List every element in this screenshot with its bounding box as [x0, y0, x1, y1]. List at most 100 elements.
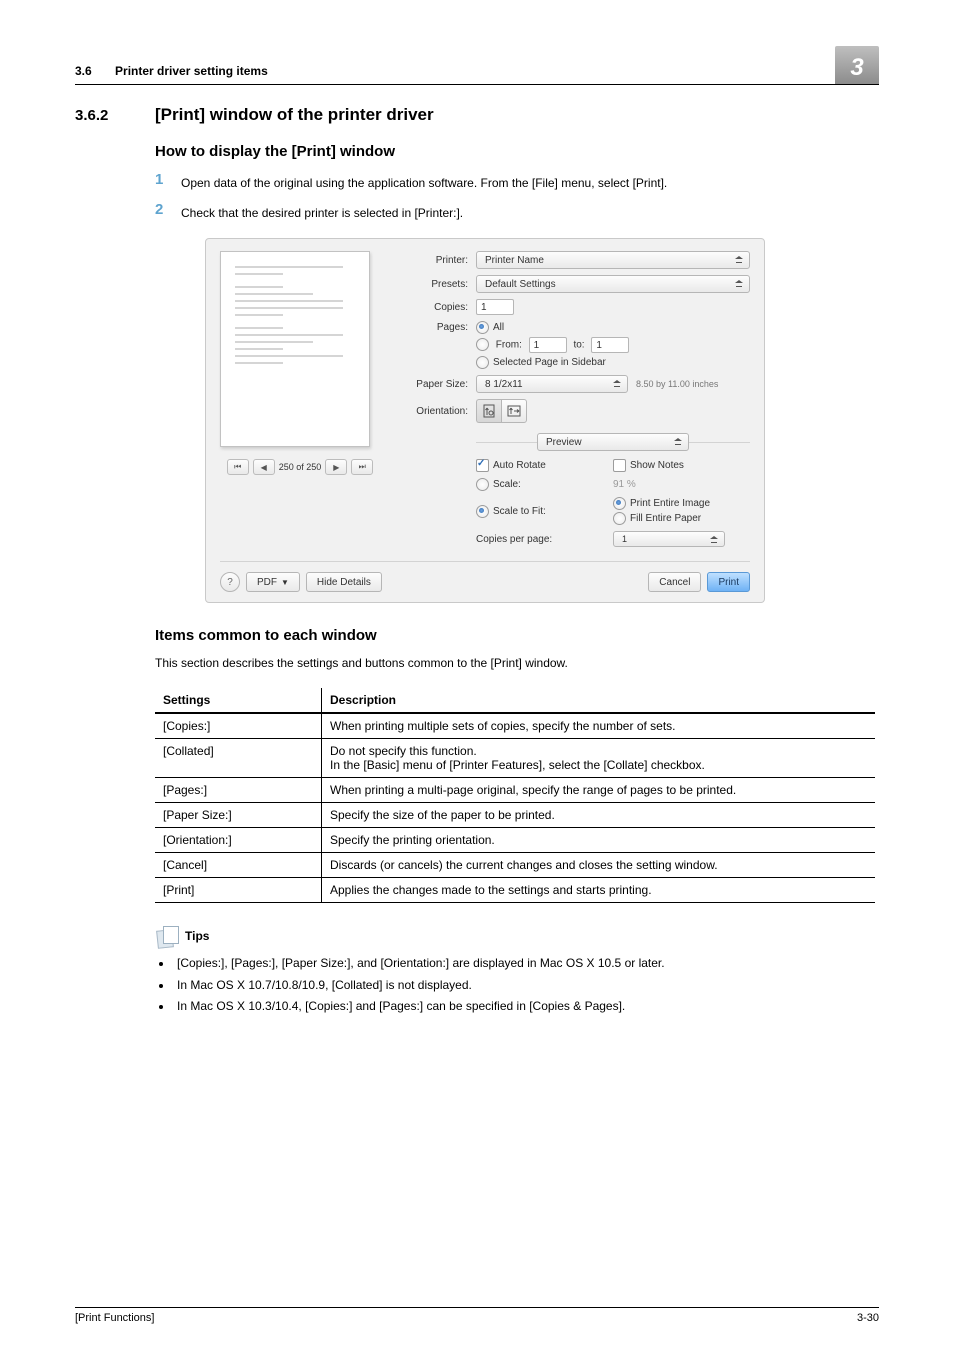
portrait-icon: [483, 404, 495, 418]
scale-to-fit-label: Scale to Fit:: [493, 506, 546, 517]
header-section-number: 3.6: [75, 64, 92, 78]
step-2-text: Check that the desired printer is select…: [181, 202, 879, 222]
printer-label: Printer:: [398, 255, 476, 266]
heading-362-title: [Print] window of the printer driver: [155, 105, 434, 125]
table-head-description: Description: [322, 688, 876, 713]
table-row: [Orientation:]Specify the printing orien…: [155, 828, 875, 853]
pages-from-input[interactable]: 1: [529, 337, 567, 353]
hide-details-button[interactable]: Hide Details: [306, 572, 382, 592]
presets-label: Presets:: [398, 279, 476, 290]
pages-from-label: From:: [496, 340, 522, 351]
cancel-button[interactable]: Cancel: [648, 572, 701, 592]
copies-per-page-label: Copies per page:: [476, 534, 613, 545]
table-cell-setting: [Copies:]: [155, 713, 322, 739]
tips-list: [Copies:], [Pages:], [Paper Size:], and …: [155, 953, 879, 1018]
pages-all-label: All: [493, 322, 504, 333]
list-item: In Mac OS X 10.7/10.8/10.9, [Collated] i…: [173, 975, 879, 997]
items-heading: Items common to each window: [155, 627, 879, 644]
fill-paper-radio[interactable]: [613, 512, 626, 525]
printer-select[interactable]: Printer Name: [476, 251, 750, 269]
table-row: [Print]Applies the changes made to the s…: [155, 878, 875, 903]
pages-to-label: to:: [573, 340, 584, 351]
pager-counter: 250 of 250: [279, 462, 322, 472]
tips-heading: Tips: [155, 925, 879, 947]
list-item: [Copies:], [Pages:], [Paper Size:], and …: [173, 953, 879, 975]
pages-selected-label: Selected Page in Sidebar: [493, 357, 606, 368]
scale-radio[interactable]: [476, 478, 489, 491]
print-button[interactable]: Print: [707, 572, 750, 592]
print-entire-label: Print Entire Image: [630, 498, 710, 509]
table-cell-setting: [Cancel]: [155, 853, 322, 878]
items-intro: This section describes the settings and …: [155, 654, 879, 672]
chapter-badge: 3: [835, 46, 879, 84]
orientation-landscape-button[interactable]: [501, 399, 527, 423]
settings-table: Settings Description [Copies:]When print…: [155, 688, 875, 903]
table-cell-description: Do not specify this function. In the [Ba…: [322, 739, 876, 778]
pdf-button[interactable]: PDF▼: [246, 572, 300, 592]
table-head-settings: Settings: [155, 688, 322, 713]
table-cell-description: When printing a multi-page original, spe…: [322, 778, 876, 803]
table-row: [Collated]Do not specify this function. …: [155, 739, 875, 778]
section-select[interactable]: Preview: [537, 433, 689, 451]
table-cell-description: When printing multiple sets of copies, s…: [322, 713, 876, 739]
heading-362: 3.6.2 [Print] window of the printer driv…: [75, 105, 879, 125]
footer-left: [Print Functions]: [75, 1312, 154, 1324]
fill-paper-label: Fill Entire Paper: [630, 513, 701, 524]
table-cell-description: Applies the changes made to the settings…: [322, 878, 876, 903]
table-cell-setting: [Print]: [155, 878, 322, 903]
scale-to-fit-radio[interactable]: [476, 505, 489, 518]
table-cell-description: Discards (or cancels) the current change…: [322, 853, 876, 878]
table-cell-description: Specify the size of the paper to be prin…: [322, 803, 876, 828]
auto-rotate-label: Auto Rotate: [493, 460, 546, 471]
pages-to-input[interactable]: 1: [591, 337, 629, 353]
table-cell-setting: [Paper Size:]: [155, 803, 322, 828]
page-header: 3.6 Printer driver setting items 3: [75, 40, 879, 85]
page-footer: [Print Functions] 3-30: [75, 1307, 879, 1324]
pager-last-button[interactable]: ⏭: [351, 459, 373, 475]
show-notes-label: Show Notes: [630, 460, 684, 471]
scale-value: 91 %: [613, 479, 636, 490]
pages-from-radio[interactable]: [476, 338, 489, 351]
table-cell-setting: [Pages:]: [155, 778, 322, 803]
table-row: [Pages:]When printing a multi-page origi…: [155, 778, 875, 803]
auto-rotate-checkbox[interactable]: [476, 459, 489, 472]
header-section-title: Printer driver setting items: [115, 64, 268, 78]
orientation-portrait-button[interactable]: [476, 399, 501, 423]
list-item: In Mac OS X 10.3/10.4, [Copies:] and [Pa…: [173, 996, 879, 1018]
tips-icon: [155, 925, 181, 947]
papersize-label: Paper Size:: [398, 379, 476, 390]
step-1-text: Open data of the original using the appl…: [181, 172, 879, 192]
table-row: [Cancel]Discards (or cancels) the curren…: [155, 853, 875, 878]
step-1-number: 1: [155, 172, 181, 192]
landscape-icon: [507, 405, 521, 417]
howto-heading: How to display the [Print] window: [155, 143, 879, 160]
pages-label: Pages:: [398, 321, 476, 333]
table-cell-setting: [Orientation:]: [155, 828, 322, 853]
copies-label: Copies:: [398, 302, 476, 313]
show-notes-checkbox[interactable]: [613, 459, 626, 472]
papersize-info: 8.50 by 11.00 inches: [636, 379, 718, 389]
table-row: [Copies:]When printing multiple sets of …: [155, 713, 875, 739]
table-row: [Paper Size:]Specify the size of the pap…: [155, 803, 875, 828]
copies-per-page-select[interactable]: 1: [613, 531, 725, 547]
step-2: 2 Check that the desired printer is sele…: [155, 202, 879, 222]
scale-label: Scale:: [493, 479, 521, 490]
orientation-label: Orientation:: [398, 406, 476, 417]
pager-next-button[interactable]: ▶: [325, 459, 347, 475]
table-cell-description: Specify the printing orientation.: [322, 828, 876, 853]
pages-all-radio[interactable]: [476, 321, 489, 334]
help-button[interactable]: ?: [220, 572, 240, 592]
print-entire-radio[interactable]: [613, 497, 626, 510]
presets-select[interactable]: Default Settings: [476, 275, 750, 293]
table-cell-setting: [Collated]: [155, 739, 322, 778]
pages-selected-radio[interactable]: [476, 356, 489, 369]
papersize-select[interactable]: 8 1/2x11: [476, 375, 628, 393]
pager-prev-button[interactable]: ◀: [253, 459, 275, 475]
preview-pager: ⏮ ◀ 250 of 250 ▶ ⏭: [220, 459, 380, 475]
tips-label: Tips: [185, 929, 209, 943]
pager-first-button[interactable]: ⏮: [227, 459, 249, 475]
step-1: 1 Open data of the original using the ap…: [155, 172, 879, 192]
copies-input[interactable]: 1: [476, 299, 514, 315]
print-dialog-figure: ⏮ ◀ 250 of 250 ▶ ⏭ Printer: Printer Name…: [205, 238, 879, 603]
footer-right: 3-30: [857, 1312, 879, 1324]
